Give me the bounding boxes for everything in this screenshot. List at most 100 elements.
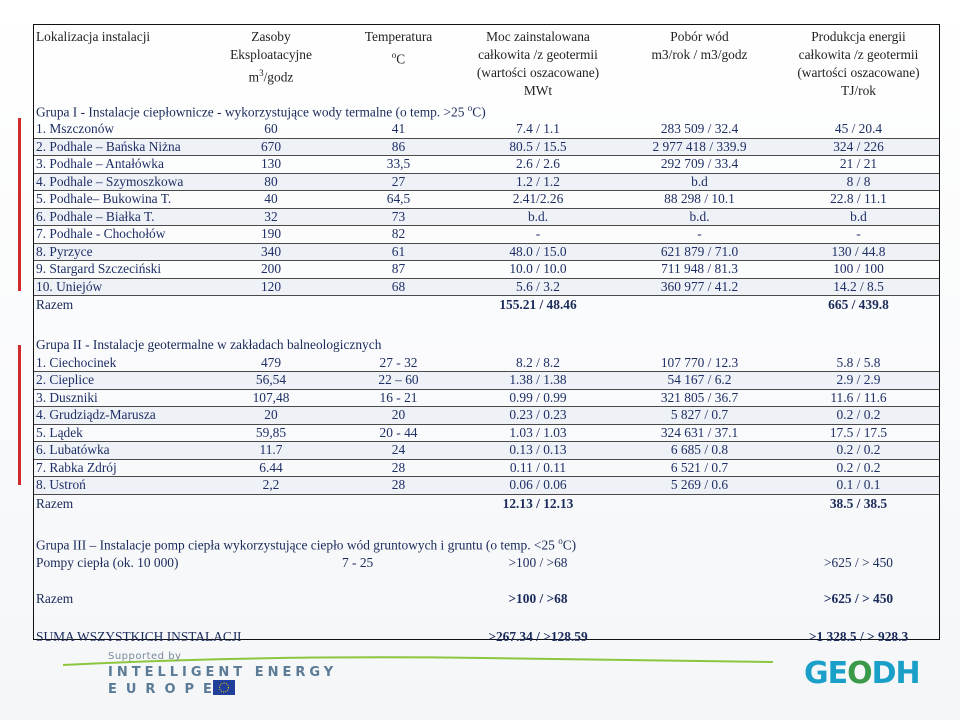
table-cell: 10.0 / 10.0 [455,260,621,279]
table-cell: 22 – 60 [342,371,455,390]
table-cell: 292 709 / 33.4 [621,155,778,174]
group2-title: Grupa II - Instalacje geotermalne w zakł… [36,337,382,353]
table-cell: 1. Mszczonów [34,120,200,139]
table-cell: 20 - 44 [342,424,455,443]
table-cell: 0.2 / 0.2 [778,406,939,425]
table-row: 8. Ustroń 2,2 28 0.06 / 0.06 5 269 / 0.6 0.1 … [34,476,939,495]
group2-title-row: Grupa II - Instalacje geotermalne w zakł… [34,336,939,354]
group3-total-label: Razem [36,590,74,606]
table-cell: 2 977 418 / 339.9 [621,138,778,157]
table-cell: 2. Podhale – Bańska Niżna [34,138,200,157]
group1-total-row: Razem 155.21 / 48.46 665 / 439.8 [34,296,939,314]
table-cell: 6 521 / 0.7 [621,459,778,478]
iee-logo-line2: EUROPE [108,682,221,697]
table-cell: 324 / 226 [778,138,939,157]
table-cell: 6.44 [200,459,342,478]
table-cell: 1. Ciechocinek [34,354,200,373]
table-cell: 0.11 / 0.11 [455,459,621,478]
table-cell: 8. Ustroń [34,476,200,495]
sum-row: SUMA WSZYSTKICH INSTALACJI >267.34 / >12… [34,628,939,646]
table-row: 1. Ciechocinek 479 27 - 32 8.2 / 8.2 107 770… [34,354,939,373]
table-row: 6. Podhale – Białka T. 32 73 b.d. b.d. b.d [34,208,939,227]
table-row: 8. Pyrzyce 340 61 48.0 / 15.0 621 879 / 71.0… [34,243,939,262]
table-cell: 86 [342,138,455,157]
table-cell: 1.38 / 1.38 [455,371,621,390]
table-cell: 479 [200,354,342,373]
group2-total-power: 12.13 / 12.13 [502,495,574,511]
table-cell: 120 [200,278,342,297]
table-cell: 27 [342,173,455,192]
table-cell: 11.6 / 11.6 [778,389,939,408]
group2-rows: 1. Ciechocinek 479 27 - 32 8.2 / 8.2 107 770… [34,354,939,495]
table-cell: 40 [200,190,342,209]
group3-total-energy: >625 / > 450 [823,590,894,606]
table-cell: 0.2 / 0.2 [778,441,939,460]
table-cell: 283 509 / 32.4 [621,120,778,139]
table-cell: 340 [200,243,342,262]
group3-total-row: Razem >100 / >68 >625 / > 450 [34,590,939,608]
table-cell: 61 [342,243,455,262]
group2-total-row: Razem 12.13 / 12.13 38.5 / 38.5 [34,495,939,513]
table-cell: 0.13 / 0.13 [455,441,621,460]
table-cell: 2.6 / 2.6 [455,155,621,174]
table-cell: 5 269 / 0.6 [621,476,778,495]
table-cell: 14.2 / 8.5 [778,278,939,297]
table-cell: 200 [200,260,342,279]
table-cell: 100 / 100 [778,260,939,279]
table-cell: b.d. [455,208,621,227]
table-cell: 41 [342,120,455,139]
table-cell: 7. Podhale - Chochołów [34,225,200,244]
table-cell: 82 [342,225,455,244]
table-cell: 1.03 / 1.03 [455,424,621,443]
table-cell: 1.2 / 1.2 [455,173,621,192]
table-cell: 2,2 [200,476,342,495]
table-cell: 130 / 44.8 [778,243,939,262]
table-cell: 711 948 / 81.3 [621,260,778,279]
table-cell: 59,85 [200,424,342,443]
sum-power: >267.34 / >128.59 [488,628,588,644]
table-cell: 27 - 32 [342,354,455,373]
iee-logo-line1: INTELLIGENT ENERGY [108,665,338,680]
heatpump-label: Pompy ciepła (ok. 10 000) [36,554,179,570]
group1-title: Grupa I - Instalacje ciepłownicze - wyko… [36,103,486,120]
group2-total-energy: 38.5 / 38.5 [829,495,888,511]
table-cell: b.d [778,208,939,227]
table-cell: 5. Lądek [34,424,200,443]
eu-flag-icon [213,680,235,695]
table-cell: 7. Rabka Zdrój [34,459,200,478]
table-row: 4. Grudziądz-Marusza 20 20 0.23 / 0.23 5 827… [34,406,939,425]
table-row: 7. Podhale - Chochołów 190 82- - - [34,225,939,244]
table-cell: 11.7 [200,441,342,460]
table-cell: 190 [200,225,342,244]
group3-title: Grupa III – Instalacje pomp ciepła wykor… [36,535,577,553]
table-row: 4. Podhale – Szymoszkowa 80 27 1.2 / 1.2 b.d… [34,173,939,192]
table-cell: 9. Stargard Szczeciński [34,260,200,279]
table-cell: 130 [200,155,342,174]
table-cell: 360 977 / 41.2 [621,278,778,297]
header-location: Lokalizacja instalacji [36,29,151,44]
table-row: 5. Podhale– Bukowina T. 40 64,5 2.41/2.26 88… [34,190,939,209]
table-cell: 87 [342,260,455,279]
table-cell: 21 / 21 [778,155,939,174]
group3-total-power: >100 / >68 [508,590,568,606]
table-cell: 48.0 / 15.0 [455,243,621,262]
header-resources: Zasoby Eksploatacyjne m3/godz [230,29,312,85]
header-power: Moc zainstalowana całkowita /z geotermii… [476,29,600,98]
table-cell: 4. Podhale – Szymoszkowa [34,173,200,192]
table-cell: 20 [200,406,342,425]
table-cell: 2. Cieplice [34,371,200,390]
table-row: 7. Rabka Zdrój 6.44 28 0.11 / 0.11 6 521 / 0… [34,459,939,478]
group1-title-row: Grupa I - Instalacje ciepłownicze - wyko… [34,100,939,121]
table-row: 5. Lądek 59,85 20 - 44 1.03 / 1.03 324 631 /… [34,424,939,443]
table-cell: 17.5 / 17.5 [778,424,939,443]
table-cell: 88 298 / 10.1 [621,190,778,209]
table-cell: 3. Podhale – Antałówka [34,155,200,174]
table-cell: 54 167 / 6.2 [621,371,778,390]
table-row: 3. Podhale – Antałówka 130 33,5 2.6 / 2.6 29… [34,155,939,174]
table-cell: 321 805 / 36.7 [621,389,778,408]
table-cell: b.d [621,173,778,192]
table-cell: 7.4 / 1.1 [455,120,621,139]
geodh-logo: GEODH [804,656,921,691]
table-cell: 64,5 [342,190,455,209]
